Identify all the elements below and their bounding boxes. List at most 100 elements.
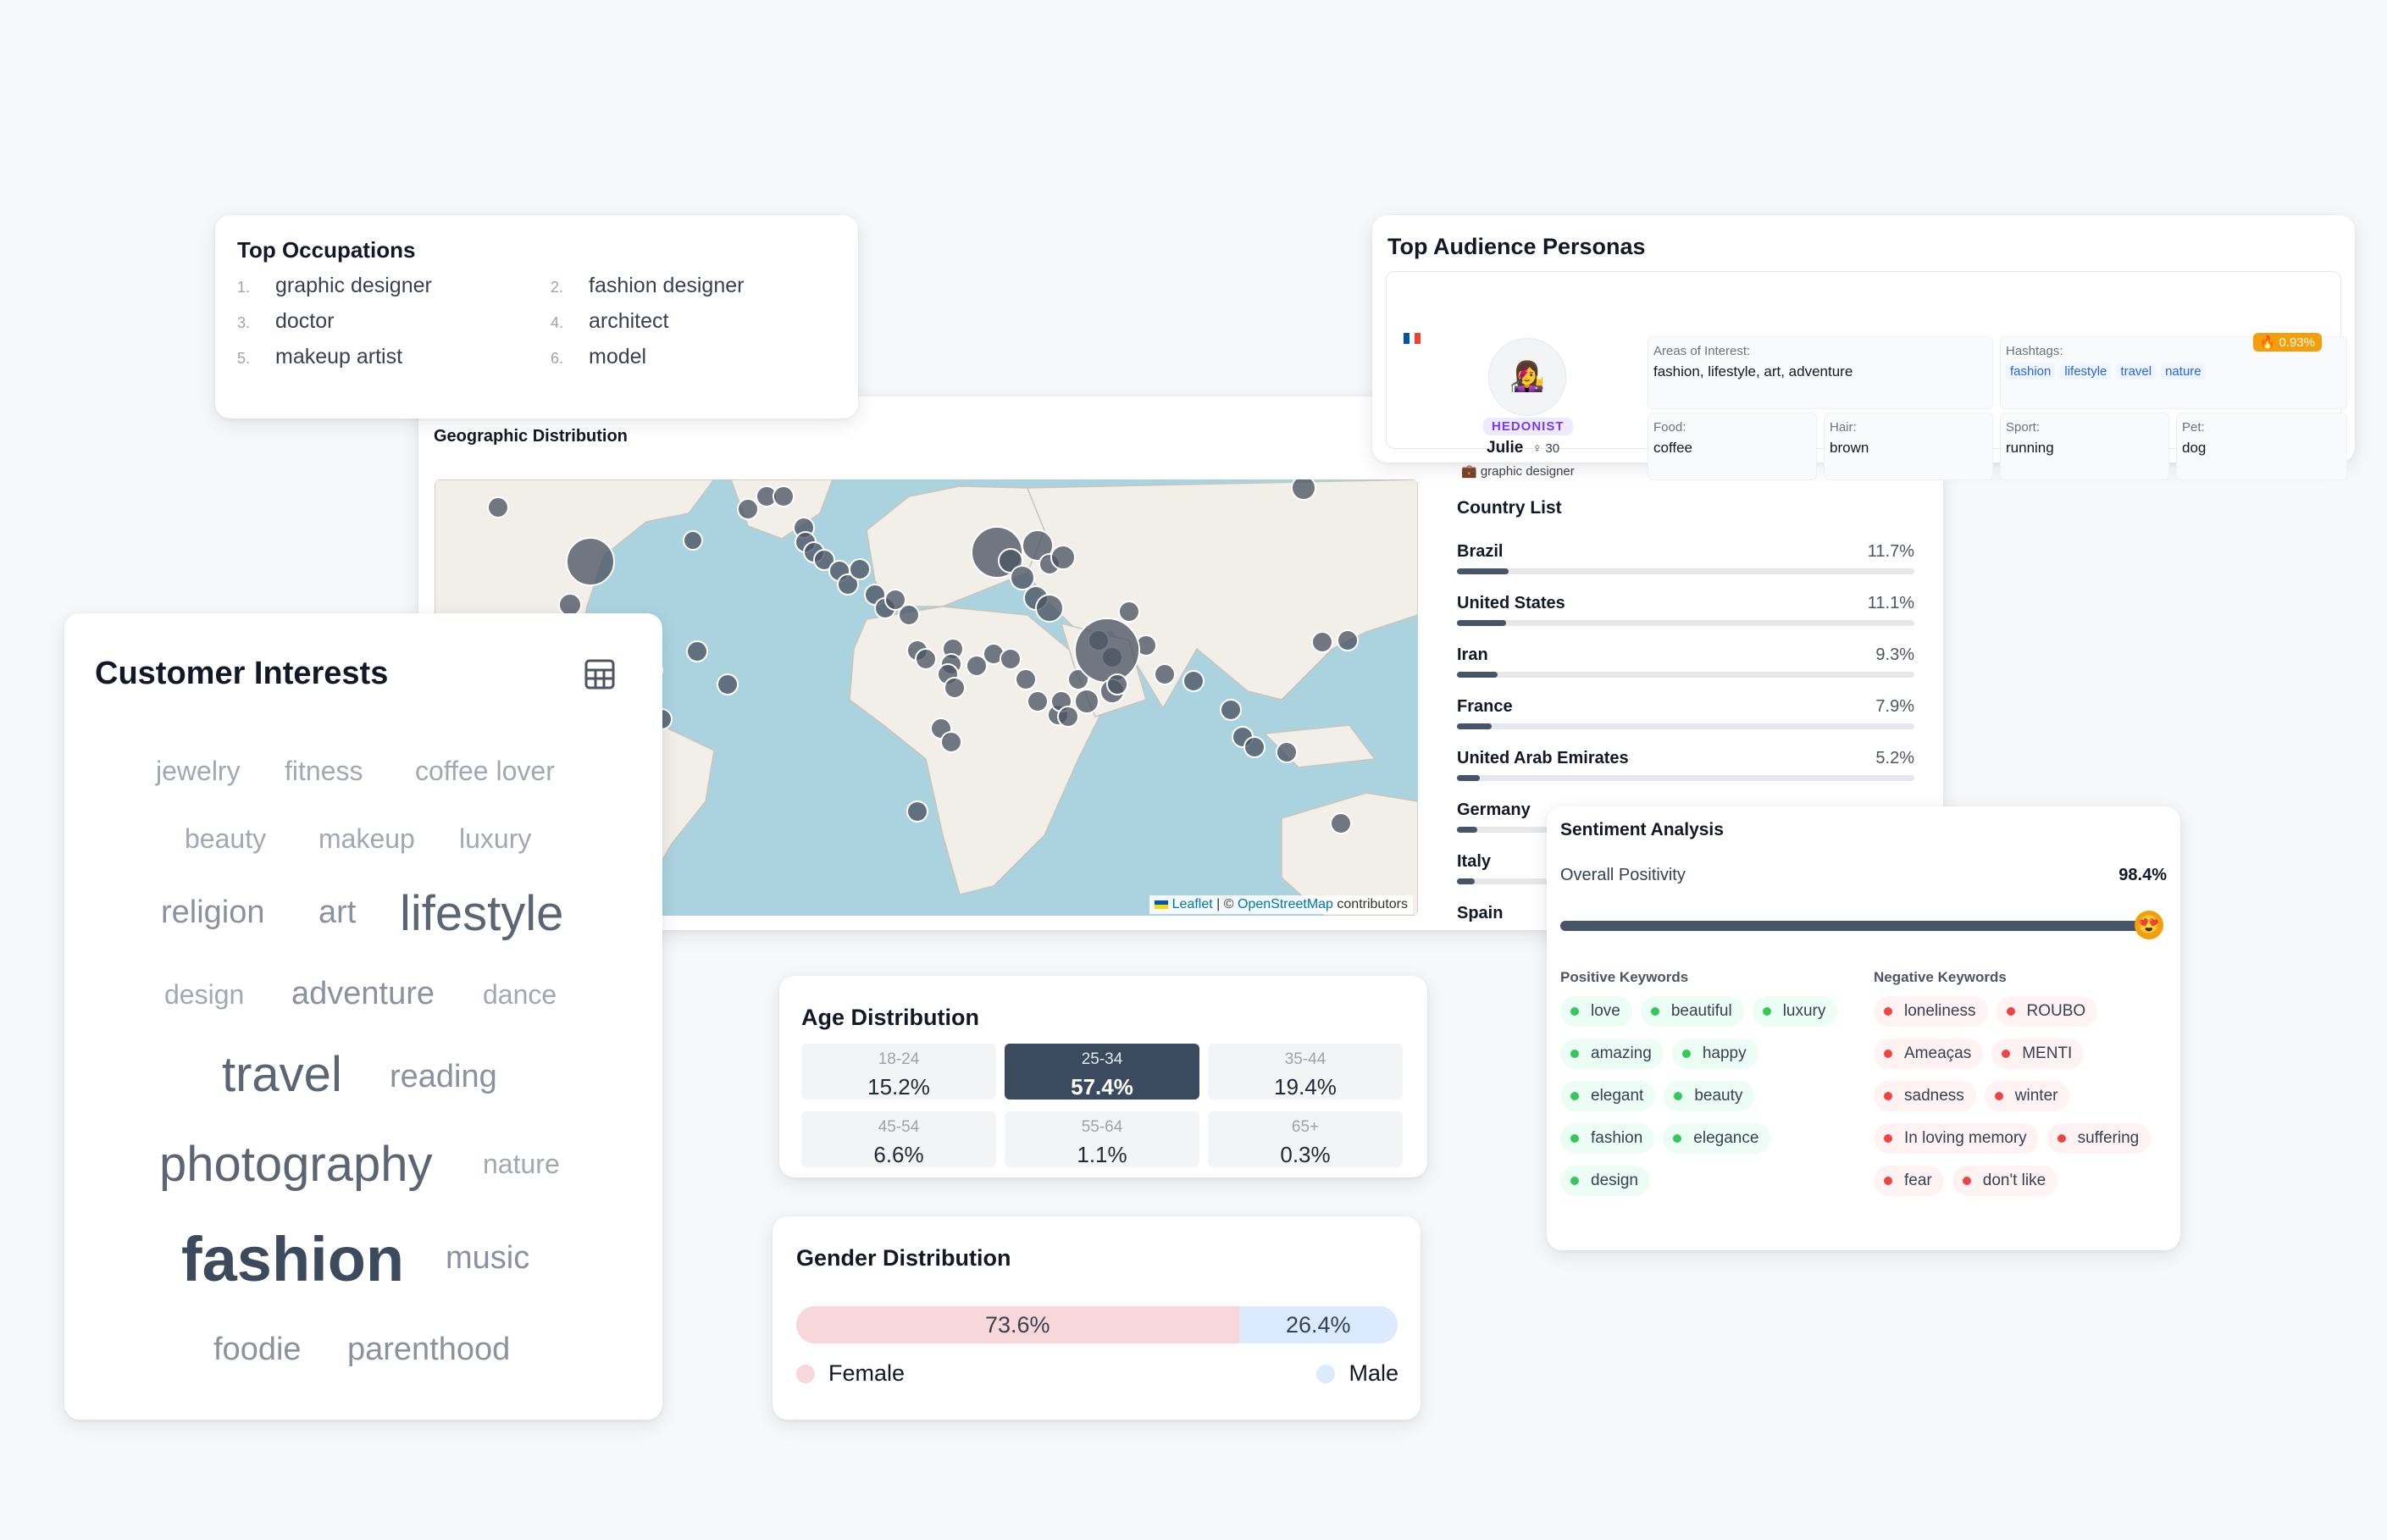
map-marker[interactable] [1311,631,1333,653]
age-group-box[interactable]: 45-54 6.6% [801,1111,996,1167]
age-group-box[interactable]: 55-64 1.1% [1005,1111,1199,1167]
interest-word[interactable]: beauty [185,823,267,854]
map-marker[interactable] [683,530,703,551]
map-marker[interactable] [1057,706,1079,728]
occupation-rank: 3. [237,314,251,331]
map-marker[interactable] [1291,479,1316,501]
map-marker[interactable] [966,655,988,677]
map-marker[interactable] [837,573,859,596]
negative-keyword[interactable]: don't like [1952,1166,2058,1196]
map-marker[interactable] [1243,736,1265,758]
map-marker[interactable] [1220,699,1242,721]
interest-word[interactable]: religion [161,895,265,930]
negative-keyword[interactable]: suffering [2046,1123,2152,1154]
negative-keyword[interactable]: ROUBO [1996,996,2098,1027]
positive-keyword[interactable]: beautiful [1640,996,1744,1027]
positive-keyword[interactable]: fashion [1560,1123,1655,1154]
interest-word[interactable]: music [446,1240,530,1276]
negative-keyword[interactable]: Ameaças [1874,1039,1984,1069]
positive-keyword[interactable]: beauty [1664,1081,1755,1111]
map-marker[interactable] [940,731,962,753]
map-marker[interactable] [1106,673,1128,695]
map-marker[interactable] [1330,812,1352,834]
map-marker[interactable] [1000,648,1022,670]
map-marker[interactable] [1074,689,1099,714]
positive-keyword[interactable]: amazing [1560,1039,1664,1069]
country-row[interactable]: Spain [1457,904,1914,922]
map-marker[interactable] [906,800,928,823]
interest-word[interactable]: photography [159,1137,433,1192]
interest-word[interactable]: fitness [285,756,363,786]
age-group-box[interactable]: 18-24 15.2% [801,1044,996,1100]
interest-word[interactable]: art [318,895,357,930]
hashtag-chip[interactable]: nature [2161,363,2206,379]
interest-word[interactable]: parenthood [347,1332,511,1367]
map-marker[interactable] [686,640,708,662]
map-marker[interactable] [1015,668,1037,690]
positive-keyword[interactable]: love [1560,996,1632,1027]
leaflet-link[interactable]: Leaflet [1171,897,1213,911]
age-group-box[interactable]: 35-44 19.4% [1208,1044,1403,1100]
map-marker[interactable] [944,677,966,699]
persona-card[interactable]: 👩‍🎤 HEDONIST Julie ♀ 30 💼 graphic design… [1386,271,2347,480]
map-marker[interactable] [1035,594,1064,623]
age-group-box[interactable]: 65+ 0.3% [1208,1111,1403,1167]
map-marker[interactable] [849,558,871,580]
map-marker[interactable] [915,648,937,670]
positive-keyword[interactable]: elegant [1560,1081,1656,1111]
country-row[interactable]: Iran 9.3% [1457,645,1914,697]
map-marker[interactable] [1022,529,1054,562]
map-marker[interactable] [717,673,739,695]
interest-word[interactable]: reading [390,1059,497,1094]
map-marker[interactable] [1010,565,1035,590]
map-marker[interactable] [884,589,906,611]
map-marker[interactable] [1118,601,1140,623]
negative-keyword[interactable]: MENTI [1991,1039,2085,1069]
negative-keyword[interactable]: sadness [1874,1081,1976,1111]
map-marker[interactable] [1276,741,1298,763]
negative-keyword[interactable]: fear [1874,1166,1944,1196]
positive-keyword[interactable]: design [1560,1166,1650,1196]
negative-keyword[interactable]: loneliness [1874,996,1988,1027]
osm-link[interactable]: OpenStreetMap [1238,897,1333,911]
country-row[interactable]: United States 11.1% [1457,594,1914,645]
map-marker[interactable] [1027,690,1049,712]
hashtag-chip[interactable]: lifestyle [2060,363,2112,379]
map-marker[interactable] [566,537,615,586]
negative-keyword[interactable]: winter [1984,1081,2070,1111]
map-marker[interactable] [773,485,795,507]
map-marker[interactable] [1050,545,1076,570]
interest-word[interactable]: jewelry [156,756,241,786]
map-marker[interactable] [1337,629,1359,651]
map-marker[interactable] [813,549,835,571]
interest-word[interactable]: dance [483,979,557,1010]
interest-word[interactable]: foodie [213,1332,302,1367]
hashtag-chip[interactable]: fashion [2006,363,2056,379]
map-marker[interactable] [1067,668,1089,690]
interest-word[interactable]: design [164,979,245,1010]
country-row[interactable]: Brazil 11.7% [1457,542,1914,594]
map-marker[interactable] [737,498,759,520]
table-icon[interactable] [584,659,615,690]
interest-word[interactable]: lifestyle [400,886,564,941]
map-marker[interactable] [1154,663,1176,685]
interest-word[interactable]: adventure [291,976,435,1011]
positive-keyword[interactable]: elegance [1663,1123,1771,1154]
age-group-box[interactable]: 25-34 57.4% [1005,1044,1199,1100]
interest-word[interactable]: makeup [318,823,415,854]
negative-keyword[interactable]: In loving memory [1874,1123,2039,1154]
map-marker[interactable] [898,604,920,626]
positive-keyword[interactable]: luxury [1752,996,1838,1027]
map-marker[interactable] [487,496,509,518]
hashtag-chip[interactable]: travel [2116,363,2157,379]
positive-keyword[interactable]: happy [1671,1039,1758,1069]
interest-word[interactable]: coffee lover [415,756,555,786]
map-marker[interactable] [1074,618,1140,684]
interest-word[interactable]: nature [483,1149,560,1179]
map-marker[interactable] [1182,670,1205,692]
country-row[interactable]: France 7.9% [1457,697,1914,749]
interest-word[interactable]: travel [222,1047,342,1102]
interest-word[interactable]: luxury [459,823,532,854]
country-row[interactable]: United Arab Emirates 5.2% [1457,749,1914,800]
interest-word[interactable]: fashion [181,1224,405,1294]
